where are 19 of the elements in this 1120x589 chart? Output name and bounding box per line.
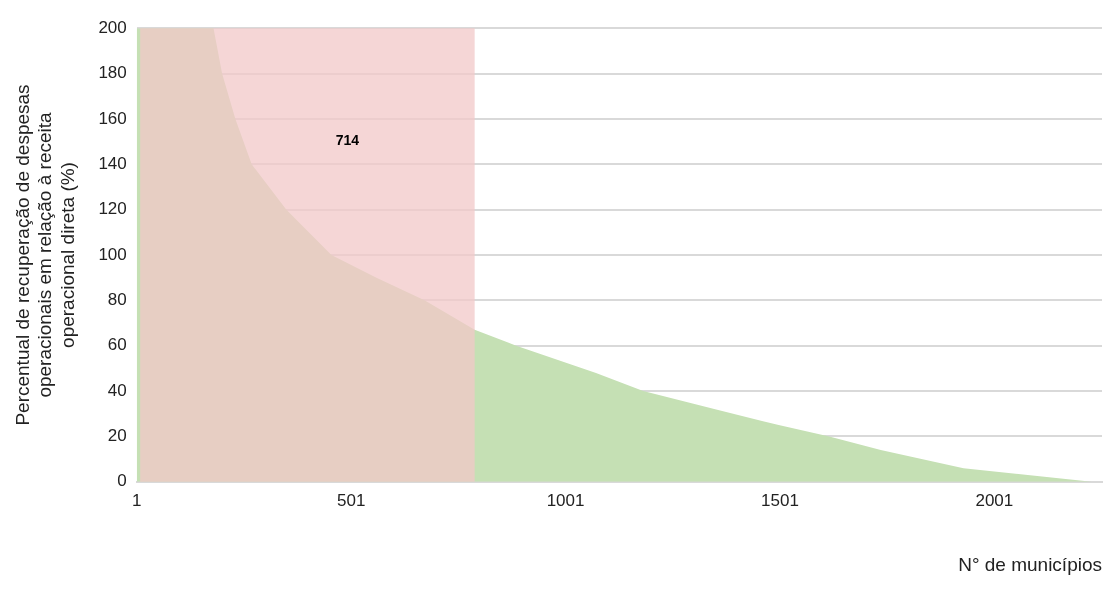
y-tick-label: 40 (107, 380, 127, 400)
x-tick-label: 1 (132, 490, 142, 510)
y-tick-label: 120 (98, 199, 127, 219)
y-axis-title: Percentual de recuperação de despesas operacionais em relação à receita operacional direta (%) (11, 84, 79, 426)
y-tick-label: 20 (107, 426, 127, 446)
x-tick-label: 1501 (761, 490, 799, 510)
y-tick-label: 160 (98, 108, 127, 128)
x-tick-label: 501 (336, 490, 366, 510)
y-tick-label: 180 (98, 63, 127, 83)
y-tick-label: 0 (117, 471, 127, 491)
y-tick-label: 200 (98, 17, 127, 37)
x-tick-label: 2001 (975, 490, 1014, 510)
y-tick-label: 60 (107, 335, 127, 355)
y-tick-label: 80 (107, 290, 127, 310)
x-axis-title: N° de municípios (958, 553, 1102, 575)
band-label: 714 (335, 132, 360, 149)
x-tick-label: 1001 (546, 490, 585, 510)
y-tick-label: 140 (98, 153, 127, 173)
y-tick-label: 100 (98, 244, 127, 264)
